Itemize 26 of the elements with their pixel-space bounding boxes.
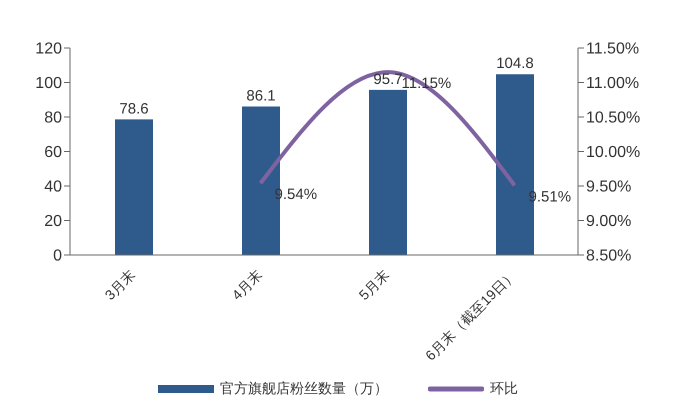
y-tick-label: 0: [53, 248, 62, 265]
x-tick-label: 6月末（截至19日）: [422, 266, 520, 364]
data-label: 78.6: [119, 100, 149, 118]
bar: [369, 90, 407, 255]
y2-tick-label: 10.50%: [586, 110, 640, 127]
y-tick-label: 120: [35, 40, 62, 58]
legend-label: 官方旗舰店粉丝数量（万）: [220, 380, 388, 398]
y2-tick-label: 11.50%: [586, 40, 640, 58]
bar: [115, 119, 153, 255]
legend-label: 环比: [490, 380, 518, 398]
y-tick-label: 100: [35, 75, 62, 92]
y-tick-label: 40: [44, 178, 62, 196]
y2-tick-label: 9.00%: [586, 213, 632, 230]
y2-tick-label: 11.00%: [586, 75, 640, 92]
y-tick-label: 60: [44, 144, 62, 162]
x-tick-label: 5月末: [356, 266, 392, 304]
y2-tick-label: 8.50%: [586, 248, 632, 265]
y-tick-label: 20: [44, 213, 62, 230]
y2-tick-label: 10.00%: [586, 144, 640, 162]
y-tick-label: 80: [44, 110, 62, 127]
data-label: 95.7: [373, 70, 403, 88]
y2-tick-label: 9.50%: [586, 178, 632, 196]
x-tick-label: 4月末: [228, 266, 266, 304]
data-label: 86.1: [246, 87, 276, 104]
data-label: 104.8: [496, 55, 534, 72]
x-tick-label: 3月末: [102, 266, 138, 304]
